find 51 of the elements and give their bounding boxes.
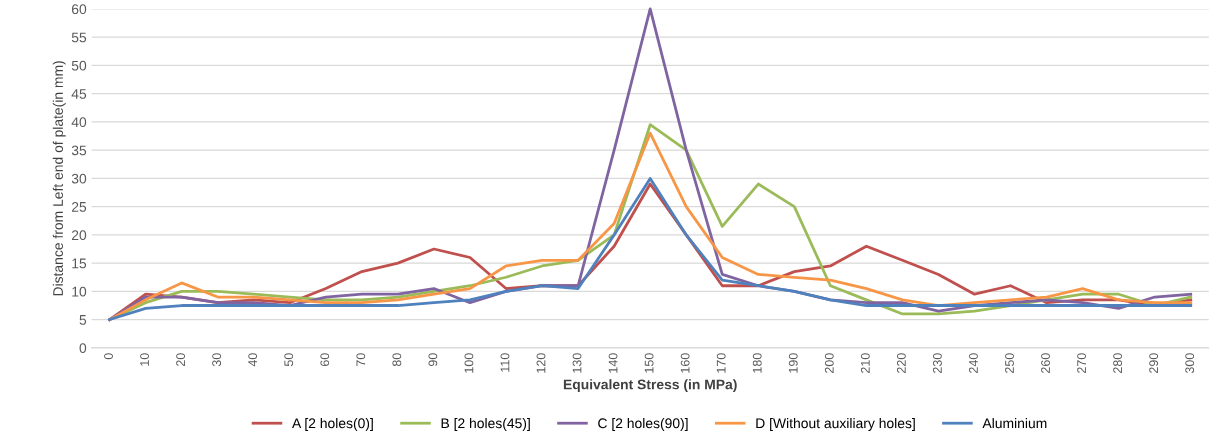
- x-tick-label: 0: [104, 353, 113, 360]
- x-tick-label: 170: [716, 353, 726, 373]
- y-tick-label: 40: [71, 117, 87, 128]
- y-tick-label: 20: [71, 230, 87, 241]
- x-tick-label: 20: [176, 353, 186, 367]
- x-tick-label: 160: [680, 353, 690, 373]
- x-tick-label: 220: [896, 353, 906, 373]
- y-tick-label: 45: [71, 89, 87, 99]
- x-tick-label: 120: [536, 353, 546, 373]
- y-axis-title: Distance from Left end of plate(in mm): [52, 61, 66, 296]
- x-tick-label: 100: [464, 353, 474, 373]
- x-tick-label: 300: [1185, 353, 1195, 374]
- x-tick-label: 140: [608, 353, 618, 373]
- legend-label: Aluminium: [982, 418, 1047, 429]
- x-tick-label: 50: [284, 353, 294, 367]
- x-tick-label: 40: [248, 353, 258, 367]
- y-tick-label: 50: [71, 60, 87, 71]
- x-tick-label: 260: [1041, 353, 1050, 373]
- y-tick-label: 35: [71, 145, 87, 156]
- x-tick-label: 210: [860, 353, 870, 373]
- x-tick-label: 60: [320, 353, 330, 367]
- y-tick-label: 5: [79, 315, 87, 325]
- x-tick-label: 70: [356, 353, 366, 366]
- x-tick-label: 270: [1077, 353, 1087, 373]
- y-tick-label: 30: [71, 173, 87, 184]
- x-tick-label: 200: [824, 353, 834, 373]
- x-tick-label: 130: [572, 353, 582, 373]
- x-tick-label: 10: [140, 353, 149, 366]
- y-tick-label: 60: [71, 4, 87, 15]
- y-tick-label: 0: [79, 343, 87, 354]
- x-tick-label: 150: [644, 353, 654, 373]
- y-tick-label: 15: [72, 258, 87, 269]
- x-tick-label: 240: [969, 353, 978, 373]
- x-tick-label: 80: [392, 353, 402, 367]
- x-tick-label: 90: [428, 353, 438, 367]
- x-tick-label: 250: [1005, 353, 1014, 373]
- legend-label: C [2 holes(90)]: [598, 418, 688, 431]
- legend-label: D [Without auxiliary holes]: [756, 418, 915, 431]
- x-axis-title: Equivalent Stress (in MPa): [563, 379, 737, 393]
- x-tick-label: 280: [1113, 353, 1123, 373]
- x-tick-label: 30: [212, 353, 222, 367]
- legend-label: B [2 holes(45)]: [441, 418, 530, 431]
- legend-label: A [2 holes(0)]: [292, 418, 373, 431]
- x-tick-label: 230: [933, 353, 942, 373]
- x-tick-label: 110: [500, 353, 510, 372]
- y-tick-label: 10: [72, 286, 87, 297]
- x-tick-label: 180: [752, 353, 762, 373]
- x-tick-label: 190: [788, 353, 798, 373]
- x-tick-label: 290: [1149, 353, 1159, 373]
- y-tick-label: 55: [71, 32, 87, 43]
- y-tick-label: 25: [71, 201, 87, 212]
